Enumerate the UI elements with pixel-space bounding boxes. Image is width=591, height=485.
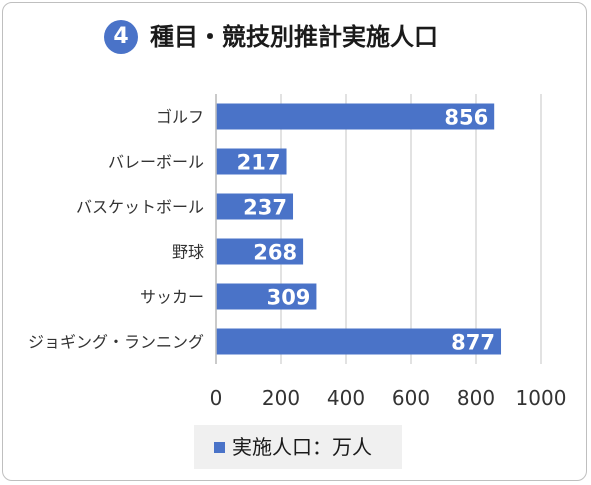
data-label-5: 877: [451, 331, 495, 355]
data-label-2: 237: [243, 196, 287, 220]
bar-5: [216, 328, 502, 355]
x-tick-label-3: 600: [392, 386, 430, 410]
x-tick-label-0: 0: [210, 386, 223, 410]
category-label-0: ゴルフ: [156, 108, 204, 127]
data-label-3: 268: [253, 241, 297, 265]
title-number-badge: 4: [104, 20, 138, 54]
chart-title: 4 種目・競技別推計実施人口: [0, 20, 591, 60]
bar-4: [216, 283, 317, 310]
x-tick-label-4: 800: [457, 386, 495, 410]
category-label-4: サッカー: [140, 288, 204, 307]
category-label-5: ジョギング・ランニング: [28, 333, 204, 352]
legend-swatch: [214, 442, 225, 453]
category-label-1: バレーボール: [108, 153, 204, 172]
x-tick-label-1: 200: [262, 386, 300, 410]
bar-3: [216, 238, 304, 265]
category-label-3: 野球: [172, 243, 204, 262]
bar-2: [216, 193, 294, 220]
data-label-1: 217: [237, 151, 281, 175]
category-label-2: バスケットボール: [76, 198, 204, 217]
x-tick-label-5: 1000: [516, 386, 567, 410]
legend: 実施人口：万人: [194, 425, 402, 469]
title-text: 種目・競技別推計実施人口: [150, 23, 438, 51]
bar-0: [216, 103, 495, 130]
data-label-4: 309: [267, 286, 311, 310]
bar-1: [216, 148, 287, 175]
legend-label: 実施人口：万人: [232, 435, 372, 459]
data-label-0: 856: [444, 106, 488, 130]
x-tick-label-2: 400: [327, 386, 365, 410]
